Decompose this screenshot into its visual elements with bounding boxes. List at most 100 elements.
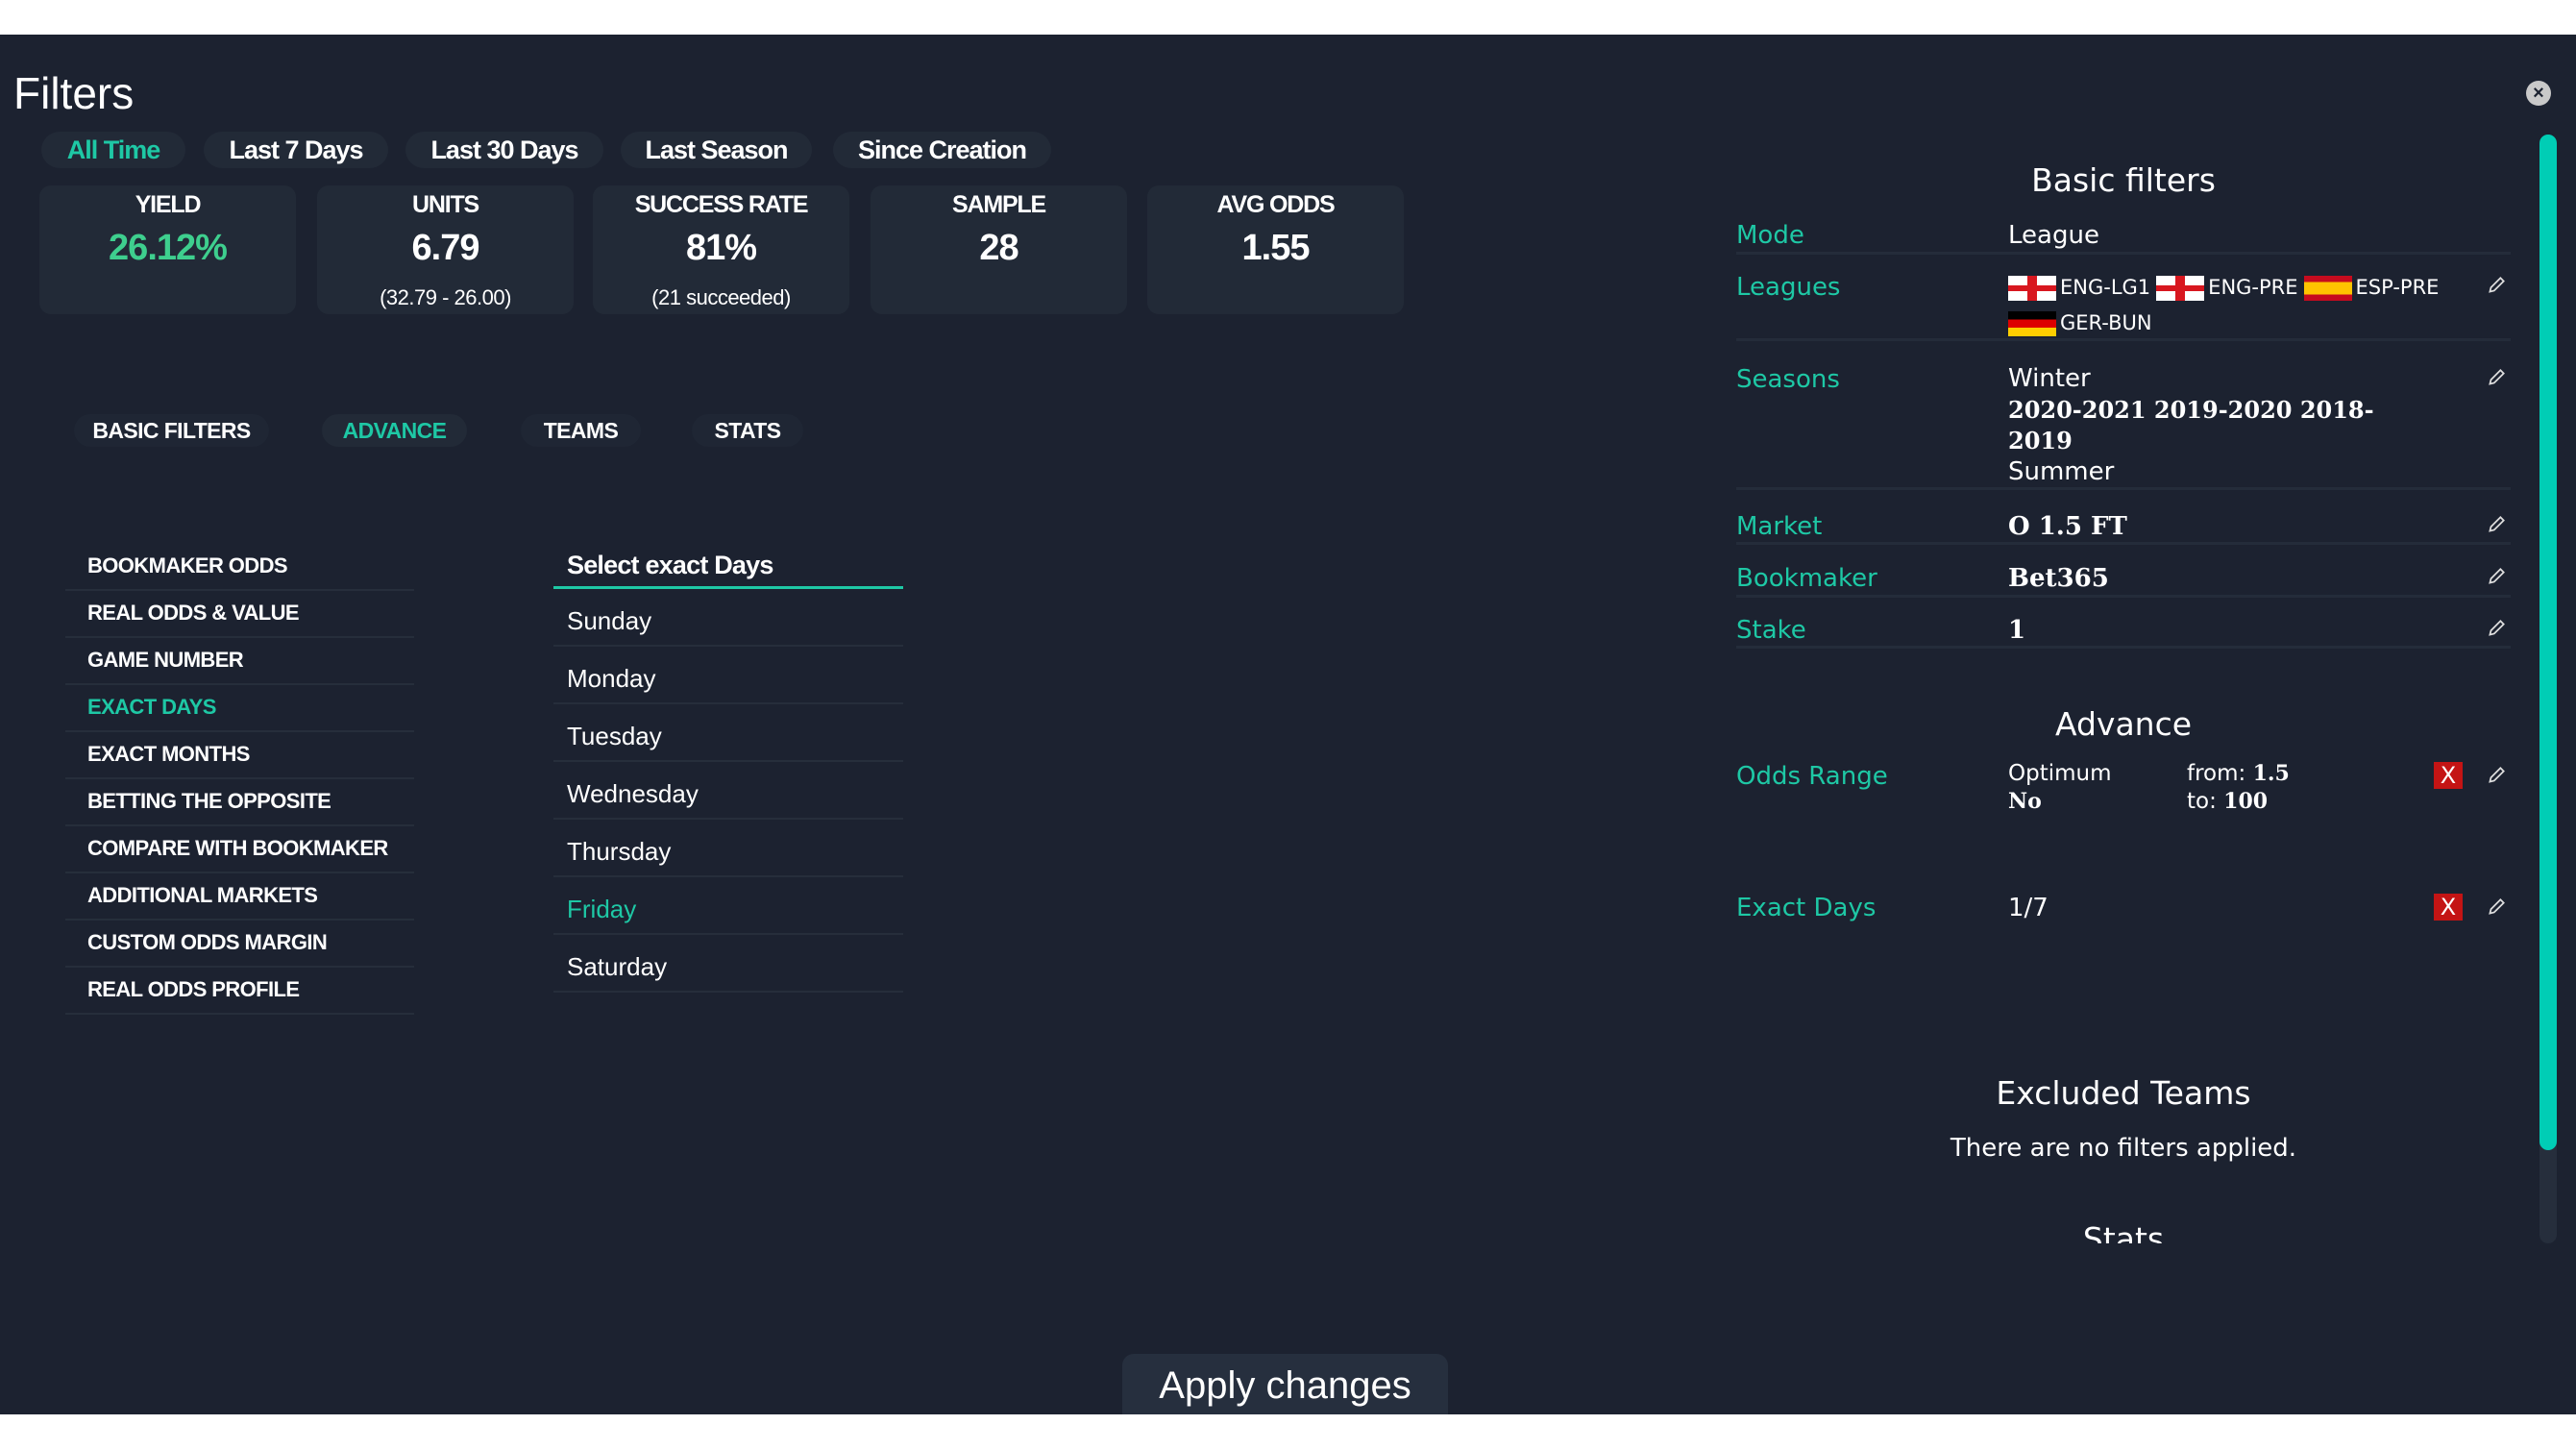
row-label: Odds Range [1736, 762, 1888, 791]
row-value: O 1.5 FT [2008, 512, 2127, 541]
stat-card-units: UNITS 6.79 (32.79 - 26.00) [317, 185, 574, 314]
from-value: 1.5 [2252, 761, 2290, 786]
excluded-teams-heading: Excluded Teams [1996, 1074, 2251, 1112]
stat-sub: (21 succeeded) [651, 285, 791, 309]
edit-pencil-icon[interactable] [2486, 275, 2507, 296]
summary-row-mode: Mode League [1736, 221, 2511, 255]
stat-sub: (32.79 - 26.00) [380, 285, 511, 309]
england-flag-icon [2008, 276, 2056, 301]
menu-item-exact-days[interactable]: EXACT DAYS [65, 685, 414, 732]
germany-flag-icon [2008, 311, 2056, 336]
menu-item-game-number[interactable]: GAME NUMBER [65, 638, 414, 685]
apply-changes-button[interactable]: Apply changes [1122, 1354, 1448, 1414]
advance-menu: BOOKMAKER ODDS REAL ODDS & VALUE GAME NU… [65, 544, 414, 1015]
optimum-label: Optimum [2008, 761, 2112, 786]
edit-pencil-icon[interactable] [2486, 765, 2507, 786]
stat-card-yield: YIELD 26.12% [39, 185, 296, 314]
row-value: 1/7 [2008, 894, 2049, 922]
day-option-thursday[interactable]: Thursday [553, 820, 903, 877]
day-option-saturday[interactable]: Saturday [553, 935, 903, 993]
filter-summary-panel: Basic filters Mode League Leagues ENG-LG… [1736, 135, 2511, 1243]
edit-pencil-icon[interactable] [2486, 566, 2507, 587]
row-value: 1 [2008, 616, 2026, 645]
spain-flag-icon [2303, 276, 2352, 301]
basic-filters-heading: Basic filters [2031, 161, 2216, 199]
stat-label: SUCCESS RATE [634, 191, 809, 218]
period-tab-all-time[interactable]: All Time [41, 132, 185, 168]
days-header: Select exact Days [553, 544, 903, 589]
tab-basic-filters[interactable]: BASIC FILTERS [74, 414, 269, 447]
stat-value: 81% [685, 228, 757, 268]
league-esp-pre: ESP-PRE [2303, 270, 2439, 305]
menu-item-real-odds-profile[interactable]: REAL ODDS PROFILE [65, 968, 414, 1015]
stats-heading: Stats [2082, 1220, 2165, 1243]
scrollbar-thumb[interactable] [2539, 135, 2557, 1150]
close-icon[interactable]: × [2526, 81, 2551, 106]
period-tab-last-7-days[interactable]: Last 7 Days [204, 132, 388, 168]
summary-row-seasons: Seasons Winter 2020-2021 2019-2020 2018-… [1736, 364, 2511, 490]
summary-row-odds-range: Odds Range Optimum No from: 1.5 to: 100 … [1736, 761, 2511, 820]
stat-value: 26.12% [109, 228, 228, 268]
row-label: Leagues [1736, 273, 1841, 302]
league-eng-pre: ENG-PRE [2156, 270, 2298, 305]
menu-item-compare-with-bookmaker[interactable]: COMPARE WITH BOOKMAKER [65, 826, 414, 873]
day-option-tuesday[interactable]: Tuesday [553, 704, 903, 762]
summary-row-bookmaker: Bookmaker Bet365 [1736, 564, 2511, 598]
remove-exact-days-button[interactable]: X [2434, 894, 2463, 921]
day-option-wednesday[interactable]: Wednesday [553, 762, 903, 820]
menu-item-betting-the-opposite[interactable]: BETTING THE OPPOSITE [65, 779, 414, 826]
summary-row-leagues: Leagues ENG-LG1 ENG-PRE ESP-PRE GER-BUN [1736, 273, 2511, 341]
excluded-teams-empty: There are no filters applied. [1950, 1134, 2297, 1163]
advance-heading: Advance [2054, 705, 2193, 743]
stat-card-avg-odds: AVG ODDS 1.55 [1147, 185, 1404, 314]
seasons-value: Winter 2020-2021 2019-2020 2018-2019 Sum… [2008, 364, 2374, 486]
leagues-list: ENG-LG1 ENG-PRE ESP-PRE GER-BUN [2008, 269, 2469, 340]
edit-pencil-icon[interactable] [2486, 618, 2507, 639]
league-eng-lg1: ENG-LG1 [2008, 270, 2150, 305]
edit-pencil-icon[interactable] [2486, 514, 2507, 535]
to-label: to: [2187, 789, 2217, 814]
edit-pencil-icon[interactable] [2486, 367, 2507, 388]
summary-row-market: Market O 1.5 FT [1736, 512, 2511, 545]
tab-advance[interactable]: ADVANCE [322, 414, 467, 447]
tab-stats[interactable]: STATS [692, 414, 803, 447]
summary-row-stake: Stake 1 [1736, 616, 2511, 649]
row-value: League [2008, 221, 2099, 250]
exact-days-list: Select exact Days Sunday Monday Tuesday … [553, 544, 903, 993]
row-label: Stake [1736, 616, 1806, 645]
summary-row-exact-days: Exact Days 1/7 X [1736, 894, 2511, 924]
menu-item-bookmaker-odds[interactable]: BOOKMAKER ODDS [65, 544, 414, 591]
to-value: 100 [2223, 789, 2269, 814]
league-ger-bun: GER-BUN [2008, 306, 2152, 340]
menu-item-additional-markets[interactable]: ADDITIONAL MARKETS [65, 873, 414, 921]
stat-label: UNITS [411, 191, 479, 218]
row-value: Bet365 [2008, 564, 2109, 593]
row-label: Bookmaker [1736, 564, 1877, 593]
row-label: Exact Days [1736, 894, 1877, 922]
period-tab-since-creation[interactable]: Since Creation [833, 132, 1051, 168]
stat-label: SAMPLE [952, 191, 1046, 218]
stat-card-sample: SAMPLE 28 [871, 185, 1127, 314]
menu-item-real-odds-value[interactable]: REAL ODDS & VALUE [65, 591, 414, 638]
menu-item-custom-odds-margin[interactable]: CUSTOM ODDS MARGIN [65, 921, 414, 968]
tab-teams[interactable]: TEAMS [521, 414, 641, 447]
optimum-value: No [2008, 789, 2042, 814]
remove-odds-range-button[interactable]: X [2434, 762, 2463, 789]
stat-card-success-rate: SUCCESS RATE 81% (21 succeeded) [593, 185, 849, 314]
day-option-sunday[interactable]: Sunday [553, 589, 903, 647]
stat-label: YIELD [135, 191, 202, 218]
day-option-monday[interactable]: Monday [553, 647, 903, 704]
edit-pencil-icon[interactable] [2486, 896, 2507, 918]
menu-item-exact-months[interactable]: EXACT MONTHS [65, 732, 414, 779]
stat-value: 6.79 [411, 228, 480, 268]
row-label: Mode [1736, 221, 1804, 250]
period-tab-last-30-days[interactable]: Last 30 Days [405, 132, 603, 168]
day-option-friday[interactable]: Friday [553, 877, 903, 935]
period-tab-last-season[interactable]: Last Season [621, 132, 812, 168]
stat-value: 1.55 [1241, 228, 1311, 268]
england-flag-icon [2156, 276, 2205, 301]
from-label: from: [2187, 761, 2246, 786]
stat-label: AVG ODDS [1216, 191, 1336, 218]
summary-scrollbar[interactable] [2539, 135, 2557, 1243]
modal-title: Filters [13, 68, 135, 118]
